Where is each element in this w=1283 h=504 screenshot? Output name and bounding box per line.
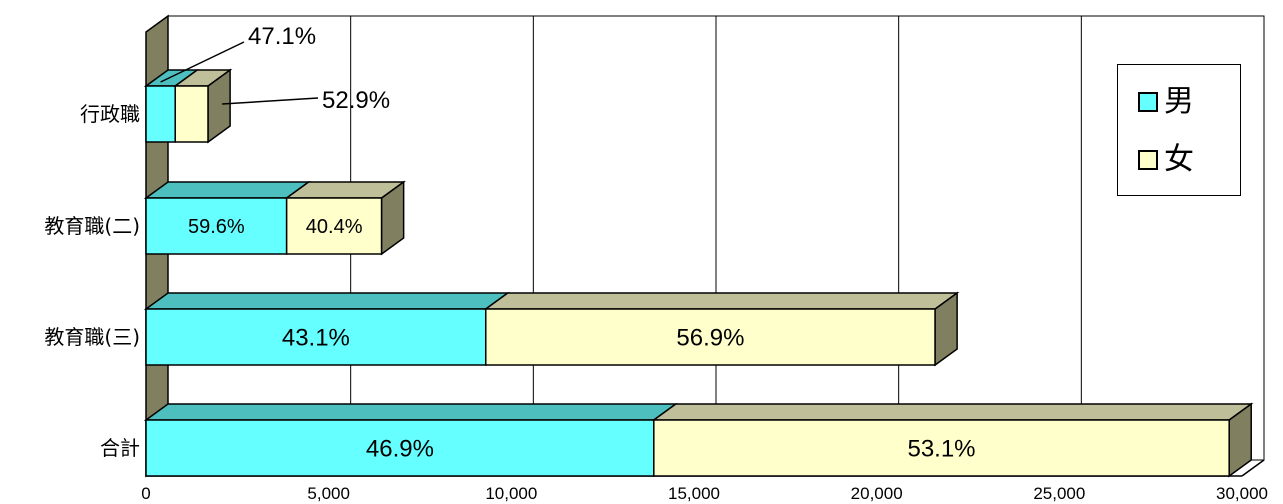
x-tick-label: 30,000 [1216, 484, 1268, 503]
data-label: 53.1% [907, 435, 975, 462]
legend-label-male: 男 [1164, 84, 1194, 119]
bar-segment [145, 197, 288, 255]
leader-line [222, 97, 319, 105]
data-label: 52.9% [322, 87, 390, 114]
bar-top-face [651, 403, 1254, 421]
x-tick-label: 5,000 [307, 484, 350, 503]
bar-segment [485, 308, 936, 366]
bar-segment [174, 85, 209, 143]
bar-segment [653, 419, 1230, 477]
x-tick-label: 25,000 [1033, 484, 1085, 503]
data-label: 59.6% [188, 216, 245, 238]
bar-segment [145, 308, 487, 366]
legend-swatch-male [1138, 92, 1158, 112]
legend-swatch-female [1138, 150, 1158, 170]
bar-segment [285, 197, 383, 255]
data-label: 47.1% [248, 23, 316, 50]
bar-top-face [143, 403, 679, 421]
bar-end-face [934, 291, 958, 367]
data-label: 56.9% [676, 324, 744, 351]
bar-top-face [143, 181, 311, 199]
x-tick-label: 10,000 [485, 484, 537, 503]
legend-item-female: 女 [1138, 145, 1194, 175]
bar-end-face [380, 180, 405, 256]
category-label: 行政職 [80, 102, 140, 126]
x-tick-label: 20,000 [851, 484, 903, 503]
bar-top-face [483, 292, 960, 310]
leader-line [160, 41, 245, 83]
x-axis-depth-line [1241, 459, 1265, 477]
category-label: 教育職(二) [44, 214, 140, 238]
x-tick-label: 0 [141, 484, 150, 503]
bar-end-face [1228, 402, 1252, 478]
category-label: 合計 [100, 436, 140, 460]
data-label: 43.1% [282, 324, 350, 351]
data-label: 40.4% [306, 216, 363, 238]
bar-end-face [207, 68, 231, 144]
legend-item-male: 男 [1138, 87, 1194, 117]
legend-label-female: 女 [1164, 142, 1194, 177]
x-tick-label: 15,000 [668, 484, 720, 503]
category-label: 教育職(三) [44, 325, 140, 349]
bar-top-face [143, 292, 511, 310]
data-label: 46.9% [366, 435, 434, 462]
bar-segment [145, 85, 176, 143]
legend: 男 女 [1117, 64, 1241, 196]
